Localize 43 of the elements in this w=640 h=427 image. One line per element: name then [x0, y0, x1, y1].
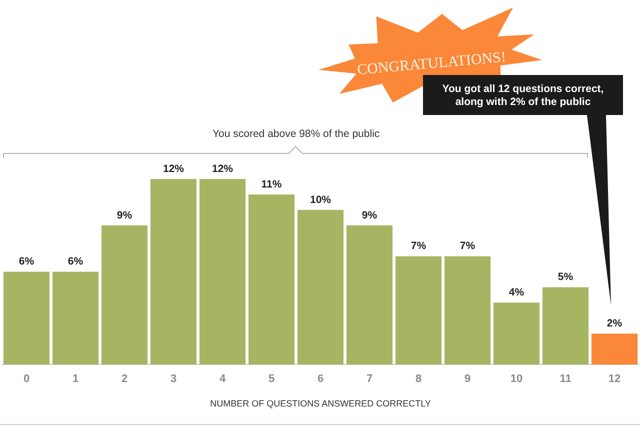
data-label: 5% [558, 271, 574, 284]
x-tick-label: 11 [560, 373, 572, 386]
bar [199, 179, 246, 364]
x-tick-label: 12 [608, 373, 621, 386]
bar [3, 272, 50, 364]
data-label: 10% [310, 194, 332, 206]
bar [591, 334, 638, 364]
x-tick-label: 10 [510, 373, 523, 386]
text: You got all 12 questions correct, along with 2% of the public [441, 83, 605, 108]
data-label: 11% [261, 178, 282, 190]
data-label: 7% [410, 240, 427, 252]
text: CONGRATULATIONS! [356, 50, 507, 80]
bar [542, 287, 589, 364]
x-tick-label: 5 [268, 373, 275, 386]
x-tick-label: 4 [219, 373, 226, 386]
x-tick-label: 1 [72, 373, 79, 386]
x-tick-label: 0 [23, 373, 30, 386]
data-label: 6% [18, 256, 35, 268]
bar [52, 272, 99, 364]
bar [346, 225, 393, 364]
data-label: 9% [362, 209, 378, 222]
bar [297, 210, 344, 364]
data-label: 9% [116, 209, 133, 222]
bar [150, 179, 197, 364]
data-label: 12% [162, 162, 185, 175]
data-label: 12% [212, 162, 234, 175]
data-label: 6% [68, 256, 84, 268]
x-axis-title: NUMBER OF QUESTIONS ANSWERED CORRECTLY [210, 398, 431, 409]
bar [493, 302, 540, 364]
x-tick-label: 6 [317, 373, 324, 386]
text: You scored above 98% of the public [212, 128, 380, 140]
x-tick-label: 3 [170, 373, 177, 386]
bar [444, 256, 491, 364]
x-tick-label: 8 [415, 373, 422, 386]
x-tick-label: 2 [121, 373, 128, 386]
bar [248, 194, 295, 364]
bar [395, 256, 442, 364]
x-tick-label: 9 [464, 373, 471, 386]
x-tick-label: 7 [366, 373, 373, 386]
data-label: 4% [508, 286, 525, 299]
data-label: 2% [606, 317, 623, 330]
data-label: 7% [460, 240, 476, 252]
bar [101, 225, 148, 364]
